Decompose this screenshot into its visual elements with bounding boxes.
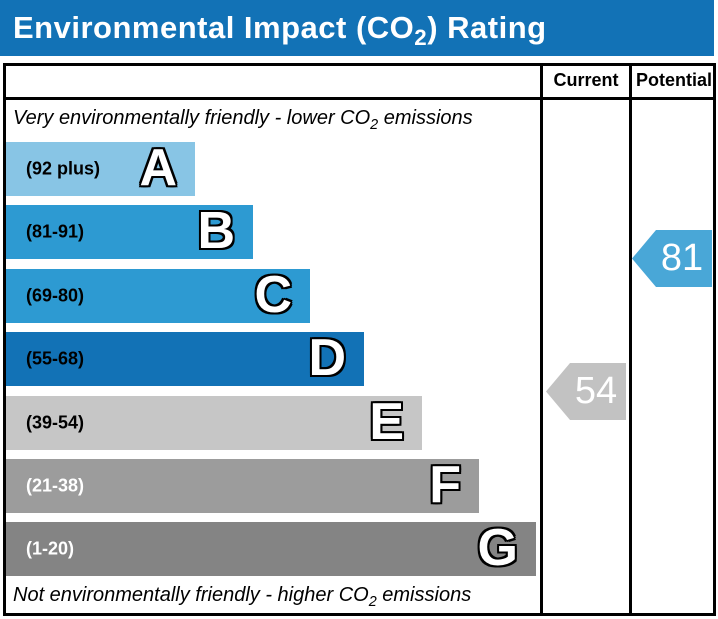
potential-column-divider xyxy=(629,63,632,616)
band-range-label: (21-38) xyxy=(26,475,85,496)
band-row-e: (39-54) E xyxy=(6,396,422,450)
top-note-co2-subscript: 2 xyxy=(370,117,379,133)
rating-table-border xyxy=(3,63,716,616)
chart-title-bar: Environmental Impact (CO2) Rating xyxy=(0,0,714,56)
band-row-a: (92 plus) A xyxy=(6,142,195,196)
band-row-f: (21-38) F xyxy=(6,459,479,513)
band-row-b: (81-91) B xyxy=(6,205,253,259)
band-letter: C xyxy=(254,265,292,324)
potential-rating-arrow: 81 xyxy=(632,230,712,287)
band-row-d: (55-68) D xyxy=(6,332,364,386)
band-range-label: (81-91) xyxy=(26,221,85,242)
band-range-label: (69-80) xyxy=(26,285,85,306)
band-letter: D xyxy=(308,328,346,387)
band-range-label: (55-68) xyxy=(26,348,85,369)
band-letter: F xyxy=(429,455,461,514)
band-letter: E xyxy=(369,392,404,451)
band-row-c: (69-80) C xyxy=(6,269,310,323)
current-column-header: Current xyxy=(553,70,619,90)
chart-title: Environmental Impact (CO2) Rating xyxy=(13,10,547,51)
band-letter: G xyxy=(477,518,518,577)
current-column-divider xyxy=(540,63,543,616)
band-range-label: (39-54) xyxy=(26,412,85,433)
band-letter: A xyxy=(139,138,177,197)
title-co2-subscript: 2 xyxy=(414,25,428,51)
bottom-note-co2-subscript: 2 xyxy=(368,594,377,610)
top-note: Very environmentally friendly - lower CO… xyxy=(13,107,473,133)
bottom-note: Not environmentally friendly - higher CO… xyxy=(13,584,472,610)
header-row-divider xyxy=(3,97,716,100)
band-letter: B xyxy=(197,201,235,260)
band-range-label: (92 plus) xyxy=(26,158,101,179)
potential-column-header: Potential xyxy=(635,70,712,90)
band-row-g: (1-20) G xyxy=(6,522,536,576)
potential-rating-value: 81 xyxy=(660,237,704,279)
current-rating-value: 54 xyxy=(574,370,618,412)
band-range-label: (1-20) xyxy=(26,538,75,559)
